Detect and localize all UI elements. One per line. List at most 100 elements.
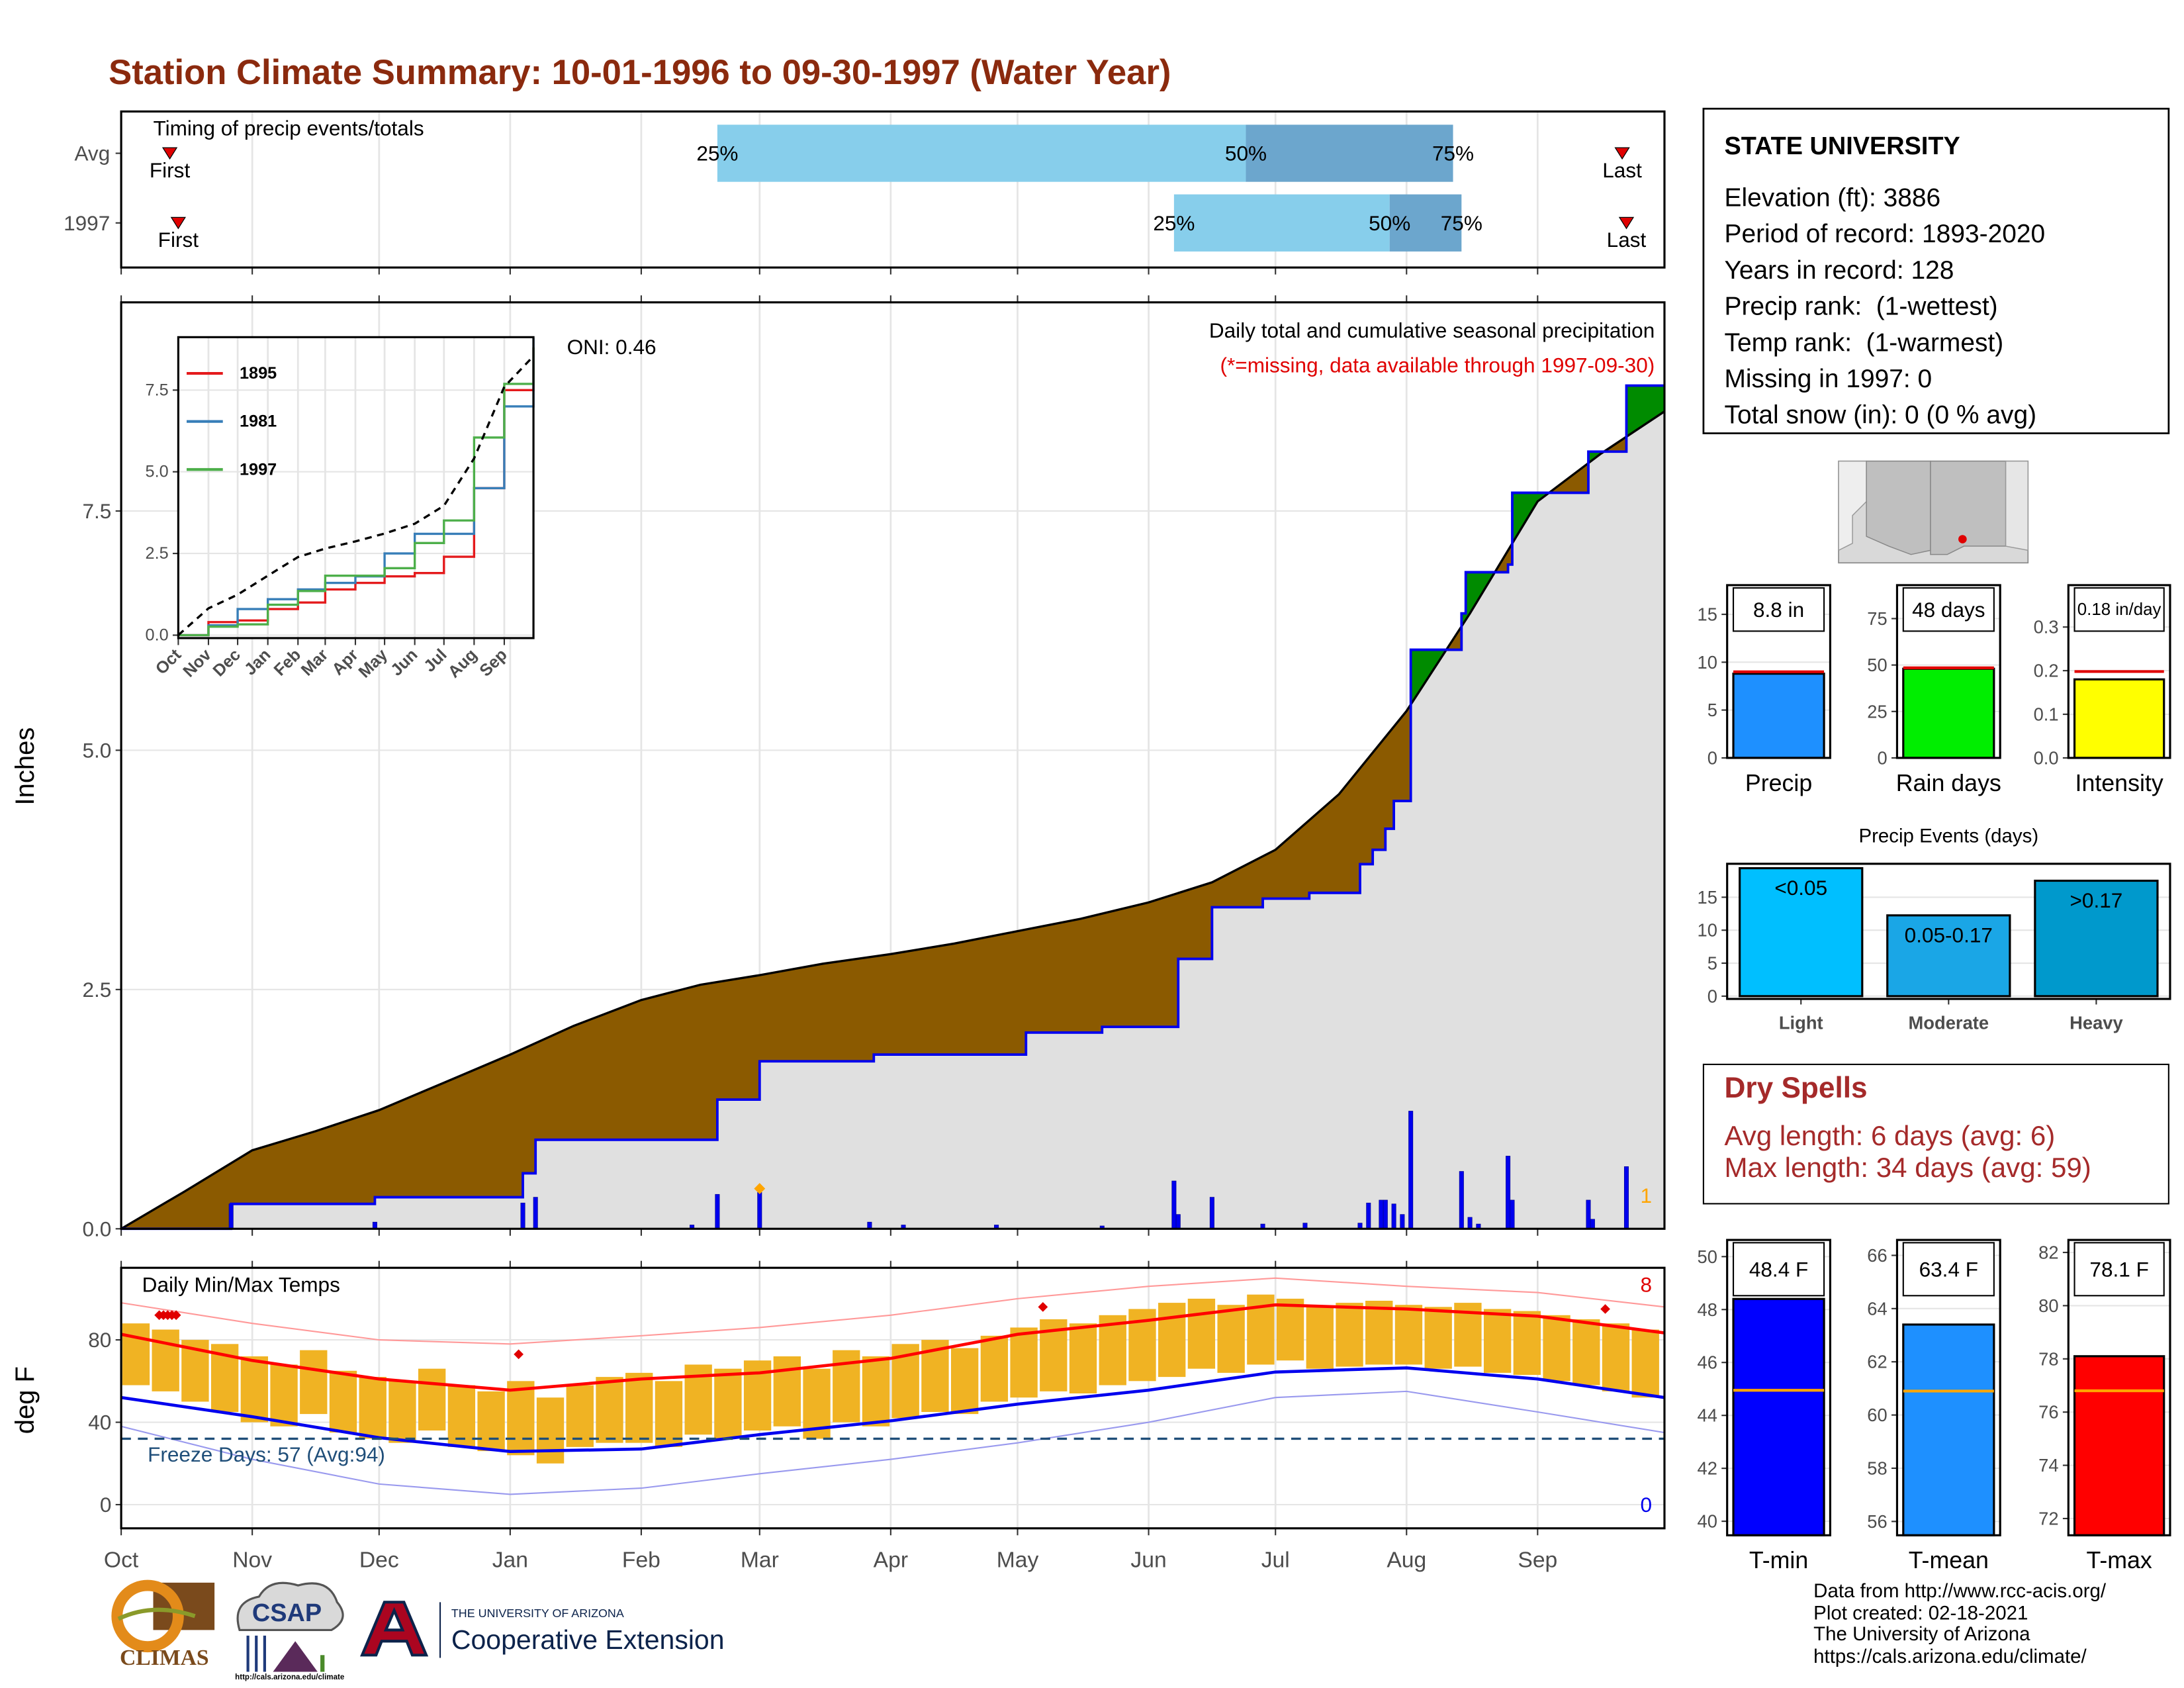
daily-bar <box>1590 1219 1595 1229</box>
temp-bar <box>596 1377 623 1443</box>
map-state <box>1866 460 1931 555</box>
row-label: 1997 <box>64 211 110 235</box>
y-tick-label: 75 <box>1867 608 1887 629</box>
y-tick-label: 25 <box>1867 701 1887 722</box>
y-tick-label: 2.5 <box>83 978 112 1002</box>
x-tick-label: Precip <box>1745 770 1812 796</box>
temp-bar <box>1631 1329 1659 1398</box>
event-label: First <box>150 158 191 182</box>
plot-frame <box>1726 584 1832 759</box>
temp-bar <box>1158 1303 1186 1378</box>
y-tick-label: 5 <box>1707 700 1717 720</box>
info-line: Years in record: 128 <box>1724 256 1954 285</box>
plot-frame <box>2067 1239 2171 1536</box>
y-tick-label: 62 <box>1867 1352 1887 1372</box>
value-label: 78.1 F <box>2089 1257 2148 1281</box>
bar <box>2073 678 2165 759</box>
row-label: Avg <box>74 142 110 165</box>
value-box <box>1732 587 1825 632</box>
y-tick-label: 2.5 <box>146 544 169 563</box>
dry-spells-line: Avg length: 6 days (avg: 6) <box>1724 1120 2055 1151</box>
y-tick-label: 82 <box>2038 1243 2058 1263</box>
info-line: Precip rank: (1-wettest) <box>1724 293 1997 321</box>
y-tick-label: 66 <box>1867 1245 1887 1266</box>
quartile-label: 75% <box>1441 211 1482 235</box>
csap-logo: CSAP http://cals.arizona.edu/climate <box>235 1581 345 1681</box>
temp-bar <box>980 1335 1009 1402</box>
daily-bar <box>1400 1214 1405 1229</box>
x-tick-label: Feb <box>622 1548 660 1573</box>
logo-shape <box>236 1581 344 1631</box>
temp-bar <box>1276 1298 1304 1361</box>
temp-bar <box>329 1370 357 1433</box>
series-line <box>178 347 535 637</box>
event-marker <box>170 216 187 230</box>
value-box <box>2073 587 2165 632</box>
daily-bar <box>1467 1217 1473 1229</box>
observed-line <box>121 384 1664 1231</box>
logo-url: http://cals.arizona.edu/climate <box>235 1673 345 1681</box>
x-tick-label: Aug <box>1387 1548 1426 1573</box>
y-tick-label: 56 <box>1867 1511 1887 1532</box>
y-tick-label: 0.0 <box>2034 747 2059 768</box>
x-tick-label: May <box>997 1548 1039 1573</box>
info-line: Period of record: 1893-2020 <box>1724 220 2045 248</box>
bar-label: <0.05 <box>1774 876 1827 900</box>
temp-bar <box>359 1377 387 1439</box>
y-tick-label: 10 <box>1698 920 1717 941</box>
daily-bar <box>1506 1156 1511 1229</box>
average-line <box>120 410 1665 1230</box>
temp-bar <box>1424 1307 1452 1369</box>
temp-bar <box>240 1356 269 1423</box>
bar <box>1902 1323 1995 1536</box>
temp-bar <box>714 1368 742 1439</box>
temp-bar <box>1365 1300 1393 1365</box>
series-line <box>178 338 535 637</box>
dry-spells-box <box>1702 1063 2169 1205</box>
temp-bar <box>1069 1323 1097 1393</box>
info-line: Total snow (in): 0 (0 % avg) <box>1724 401 2036 430</box>
x-tick-label: Dec <box>359 1548 399 1573</box>
chart-note: (*=missing, data available through 1997-… <box>1220 353 1655 377</box>
dry-spells-line: Max length: 34 days (avg: 59) <box>1724 1152 2091 1183</box>
quartile-label: 50% <box>1225 142 1267 165</box>
bar <box>1732 1297 1825 1536</box>
temp-bar <box>1483 1309 1512 1373</box>
y-tick-label: 0.2 <box>2034 661 2059 681</box>
station-name: STATE UNIVERSITY <box>1724 132 1960 160</box>
timing-title: Timing of precip events/totals <box>154 117 424 140</box>
value-box <box>1902 587 1995 632</box>
y-tick-label: 74 <box>2038 1455 2058 1476</box>
value-box <box>1902 1242 1995 1297</box>
value-label: 48.4 F <box>1749 1257 1808 1281</box>
logo-text: CSAP <box>252 1599 322 1627</box>
dry-spells-title: Dry Spells <box>1724 1072 1867 1104</box>
quartile-label: 75% <box>1432 142 1474 165</box>
map-state <box>1930 460 2007 555</box>
annotation: 1 <box>1640 1184 1652 1207</box>
x-tick-label: Intensity <box>2075 770 2163 796</box>
daily-bar <box>757 1192 762 1229</box>
chart-subtitle: Daily total and cumulative seasonal prec… <box>1209 318 1655 342</box>
record-low-count: 0 <box>1640 1493 1652 1517</box>
x-tick-label: Moderate <box>1909 1012 1989 1033</box>
info-line: Elevation (ft): 3886 <box>1724 183 1940 212</box>
logo-shape <box>111 1579 184 1653</box>
chart-title: Precip Events (days) <box>1858 825 2038 847</box>
bar <box>1902 667 1995 759</box>
legend-label: 1895 <box>240 364 277 383</box>
daily-bar <box>1459 1171 1464 1229</box>
climas-logo: CLIMAS <box>111 1579 215 1670</box>
quartile-label: 25% <box>1153 211 1195 235</box>
y-tick-label: 0.0 <box>146 626 169 644</box>
x-tick-label: T-mean <box>1909 1547 1989 1573</box>
temp-bar <box>270 1364 298 1427</box>
temp-bar <box>536 1397 565 1464</box>
plot-frame <box>177 336 535 639</box>
y-tick-label: 0 <box>1707 986 1717 1006</box>
temp-bar <box>447 1385 476 1447</box>
bar <box>2034 879 2159 998</box>
locator-map <box>1838 460 2029 564</box>
y-tick-label: 15 <box>1698 887 1717 908</box>
